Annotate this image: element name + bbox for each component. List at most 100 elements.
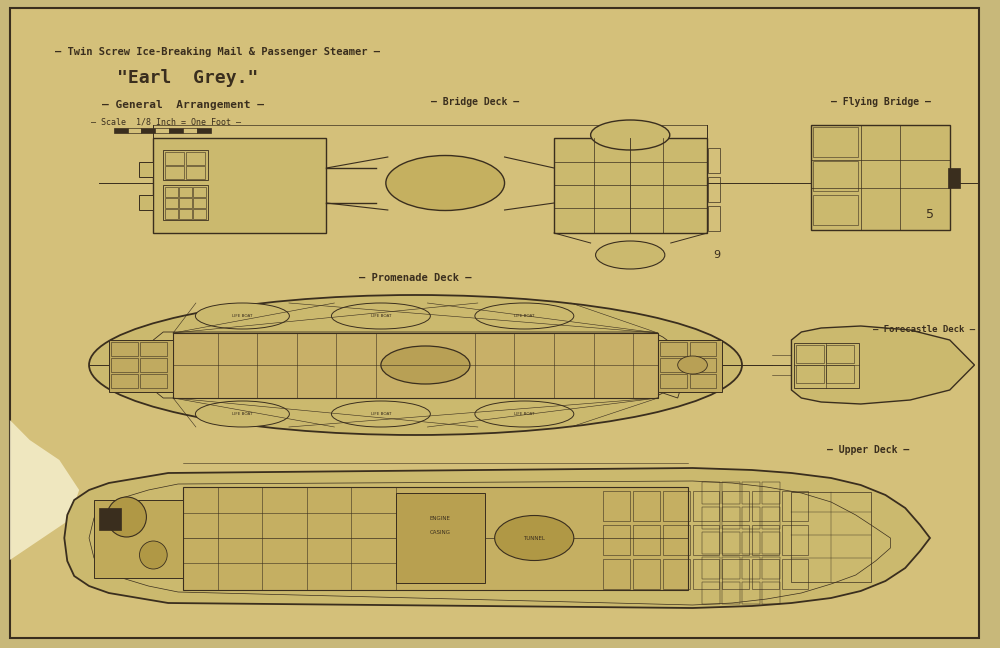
Bar bbox=[722, 557, 740, 579]
Circle shape bbox=[139, 541, 167, 569]
Bar bbox=[179, 209, 192, 219]
Bar bbox=[111, 374, 138, 388]
Bar bbox=[633, 491, 660, 521]
Bar bbox=[702, 482, 720, 504]
Ellipse shape bbox=[596, 241, 665, 269]
Bar bbox=[796, 345, 824, 363]
Bar bbox=[163, 185, 208, 220]
Bar bbox=[782, 491, 808, 521]
Bar bbox=[702, 582, 720, 604]
Bar bbox=[690, 342, 716, 356]
Text: LIFE BOAT: LIFE BOAT bbox=[371, 314, 391, 318]
Bar bbox=[193, 209, 206, 219]
Bar bbox=[660, 374, 687, 388]
Bar bbox=[139, 195, 153, 210]
Bar bbox=[155, 128, 169, 133]
Bar bbox=[702, 507, 720, 529]
Bar bbox=[554, 138, 707, 233]
Bar bbox=[111, 342, 138, 356]
Bar bbox=[722, 532, 740, 554]
Text: — Forecastle Deck —: — Forecastle Deck — bbox=[873, 325, 975, 334]
Bar bbox=[722, 482, 740, 504]
Ellipse shape bbox=[195, 401, 289, 427]
Ellipse shape bbox=[495, 516, 574, 561]
Ellipse shape bbox=[381, 346, 470, 384]
Bar bbox=[658, 340, 722, 392]
Ellipse shape bbox=[331, 303, 430, 329]
Bar bbox=[633, 559, 660, 589]
Bar bbox=[663, 491, 690, 521]
Polygon shape bbox=[791, 326, 974, 404]
Bar bbox=[109, 340, 173, 392]
Bar bbox=[722, 559, 749, 589]
Text: TUNNEL: TUNNEL bbox=[523, 535, 545, 540]
Bar bbox=[197, 128, 211, 133]
Bar bbox=[603, 491, 630, 521]
Ellipse shape bbox=[475, 303, 574, 329]
Bar bbox=[762, 582, 780, 604]
Bar bbox=[633, 525, 660, 555]
Bar bbox=[762, 532, 780, 554]
Bar bbox=[396, 493, 485, 583]
Bar bbox=[742, 557, 760, 579]
Bar bbox=[708, 206, 720, 231]
Ellipse shape bbox=[591, 120, 670, 150]
Ellipse shape bbox=[331, 401, 430, 427]
Bar bbox=[782, 559, 808, 589]
Bar bbox=[722, 507, 740, 529]
Bar bbox=[794, 343, 859, 388]
Bar bbox=[752, 491, 779, 521]
Bar bbox=[722, 525, 749, 555]
Bar bbox=[693, 491, 719, 521]
Bar bbox=[742, 507, 760, 529]
Text: 9: 9 bbox=[714, 250, 721, 260]
Bar bbox=[165, 198, 178, 208]
Bar bbox=[826, 365, 854, 383]
Bar bbox=[948, 168, 960, 188]
Bar bbox=[114, 128, 128, 133]
Bar bbox=[111, 358, 138, 372]
Text: LIFE BOAT: LIFE BOAT bbox=[232, 314, 253, 318]
Polygon shape bbox=[143, 332, 688, 398]
Bar bbox=[663, 559, 690, 589]
Bar bbox=[796, 365, 824, 383]
Bar bbox=[165, 187, 178, 197]
Ellipse shape bbox=[678, 356, 707, 374]
Text: — Scale  1/8 Inch = One Foot —: — Scale 1/8 Inch = One Foot — bbox=[91, 117, 241, 126]
Bar bbox=[813, 195, 858, 225]
Bar bbox=[722, 582, 740, 604]
Text: — Bridge Deck —: — Bridge Deck — bbox=[431, 97, 519, 107]
Bar bbox=[708, 148, 720, 173]
Bar bbox=[141, 128, 155, 133]
Bar bbox=[193, 187, 206, 197]
Ellipse shape bbox=[89, 295, 742, 435]
Bar bbox=[782, 525, 808, 555]
Polygon shape bbox=[10, 250, 79, 560]
Bar bbox=[690, 358, 716, 372]
Bar bbox=[762, 557, 780, 579]
Bar bbox=[603, 525, 630, 555]
Bar bbox=[742, 532, 760, 554]
Bar bbox=[179, 187, 192, 197]
Bar bbox=[660, 342, 687, 356]
Bar bbox=[663, 525, 690, 555]
Text: — Twin Screw Ice-Breaking Mail & Passenger Steamer —: — Twin Screw Ice-Breaking Mail & Passeng… bbox=[55, 47, 380, 57]
Bar bbox=[179, 198, 192, 208]
Bar bbox=[163, 150, 208, 180]
Polygon shape bbox=[64, 468, 930, 608]
Bar bbox=[702, 557, 720, 579]
Bar bbox=[752, 525, 779, 555]
Bar bbox=[762, 507, 780, 529]
Bar bbox=[813, 161, 858, 191]
Text: — General  Arrangement —: — General Arrangement — bbox=[102, 100, 264, 110]
Ellipse shape bbox=[475, 401, 574, 427]
Text: LIFE BOAT: LIFE BOAT bbox=[514, 412, 535, 416]
Bar bbox=[165, 152, 184, 165]
Bar bbox=[742, 482, 760, 504]
Bar bbox=[708, 177, 720, 202]
Text: — Upper Deck —: — Upper Deck — bbox=[827, 445, 909, 455]
Bar bbox=[702, 532, 720, 554]
Bar bbox=[183, 487, 688, 590]
Text: LIFE BOAT: LIFE BOAT bbox=[514, 314, 535, 318]
Text: CASING: CASING bbox=[430, 531, 451, 535]
